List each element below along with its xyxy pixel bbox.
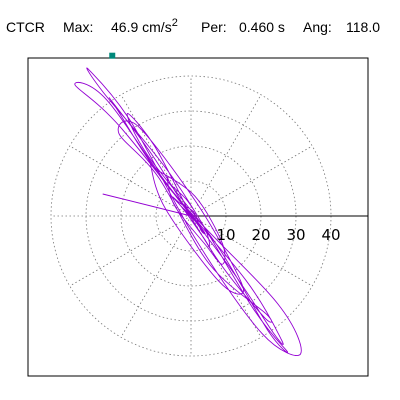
radial-tick-label: 10 <box>216 226 235 244</box>
grid-spoke-330 <box>190 215 313 287</box>
grid-spoke-240 <box>120 215 192 338</box>
period-label: Per: <box>201 19 227 35</box>
max-value-group: 46.9 cm/s2 <box>111 17 178 35</box>
grid-spoke-60 <box>190 94 262 217</box>
grid-spoke-210 <box>69 215 192 287</box>
radial-tick-label: 20 <box>251 226 270 244</box>
grid-spoke-300 <box>190 215 262 338</box>
radial-tick-label: 40 <box>321 226 340 244</box>
max-value: 46.9 cm/s <box>111 19 172 35</box>
orbit-trace <box>74 67 302 356</box>
grid-spoke-30 <box>190 145 313 217</box>
start-marker <box>109 52 116 59</box>
orbit-trace-layer <box>74 52 302 356</box>
grid-spoke-150 <box>69 145 192 217</box>
max-unit-exponent: 2 <box>171 17 178 29</box>
max-label: Max: <box>63 19 94 35</box>
radial-tick-labels: 10 20 30 40 <box>216 226 340 244</box>
angle-label: Ang: <box>303 19 332 35</box>
radial-tick-label: 30 <box>286 226 305 244</box>
angle-value: 118.0 <box>346 19 380 35</box>
principal-direction-line <box>102 193 192 217</box>
station-label: CTCR <box>6 19 45 35</box>
plot-frame <box>27 57 369 377</box>
grid-spoke-120 <box>120 94 192 217</box>
period-value: 0.460 s <box>239 19 285 35</box>
title-bar: CTCR Max: 46.9 cm/s2 Per: 0.460 s Ang: 1… <box>0 0 400 40</box>
